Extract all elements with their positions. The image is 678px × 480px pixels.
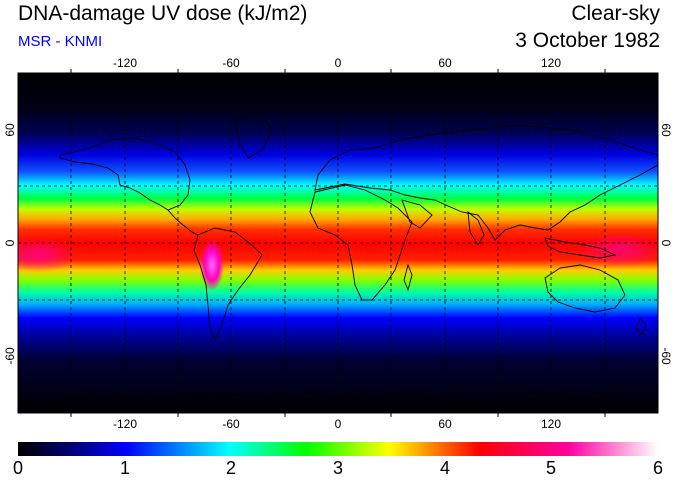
colorbar-label-4: 4 [439, 458, 451, 478]
colorbar [18, 442, 658, 456]
bottom-lon-tick-2: -60 [222, 417, 240, 431]
madagascar-coastline [403, 263, 413, 292]
right-lat-tick-3: -60 [659, 347, 673, 365]
tropical-pink-zone-east [575, 232, 658, 268]
colorbar-label-3: 3 [332, 458, 344, 478]
central-america-coastline [167, 209, 199, 236]
date-label: 3 October 1982 [515, 29, 660, 52]
andes-maximum [200, 239, 224, 291]
north-america-coastline [59, 137, 191, 211]
sky-condition-label: Clear-sky [571, 2, 660, 25]
top-lon-tick-1: -120 [113, 56, 137, 70]
map-frame [17, 72, 659, 414]
new-zealand-coastline [635, 317, 647, 336]
data-source-label: MSR - KNMI [18, 33, 103, 50]
map-title: DNA-damage UV dose (kJ/m2) [18, 2, 308, 25]
right-lat-tick-1: 60 [659, 123, 673, 137]
africa-coastline [309, 184, 413, 301]
south-america-coastline [193, 227, 263, 342]
greenland-coastline [234, 114, 273, 159]
india-coastline [467, 210, 485, 246]
bottom-lon-tick-1: -120 [113, 417, 137, 431]
tropical-pink-zone-west [18, 237, 78, 273]
bottom-lon-tick-3: 0 [335, 417, 342, 431]
colorbar-label-0: 0 [12, 458, 24, 478]
colorbar-label-2: 2 [225, 458, 237, 478]
left-lat-tick-3: -60 [3, 347, 17, 365]
left-lat-tick-1: 60 [3, 123, 17, 137]
colorbar-label-6: 6 [652, 458, 664, 478]
arabia-coastline [401, 199, 433, 229]
frame-ticks [70, 69, 606, 417]
colorbar-label-1: 1 [119, 458, 131, 478]
top-lon-tick-5: 120 [541, 56, 561, 70]
top-lon-tick-4: 60 [438, 56, 452, 70]
colorbar-label-5: 5 [545, 458, 557, 478]
southeast-asia-islands-coastline [544, 237, 617, 259]
bottom-lon-tick-5: 120 [541, 417, 561, 431]
top-lon-tick-3: 0 [335, 56, 342, 70]
top-lon-tick-2: -60 [222, 56, 240, 70]
eurasia-coastline [314, 124, 658, 241]
coastlines [18, 114, 658, 406]
bottom-lon-tick-4: 60 [438, 417, 452, 431]
antarctica-coastline [18, 394, 658, 406]
left-lat-tick-2: 0 [3, 239, 17, 246]
australia-coastline [544, 264, 626, 313]
right-lat-tick-2: 0 [659, 240, 673, 247]
graticule [18, 73, 658, 413]
